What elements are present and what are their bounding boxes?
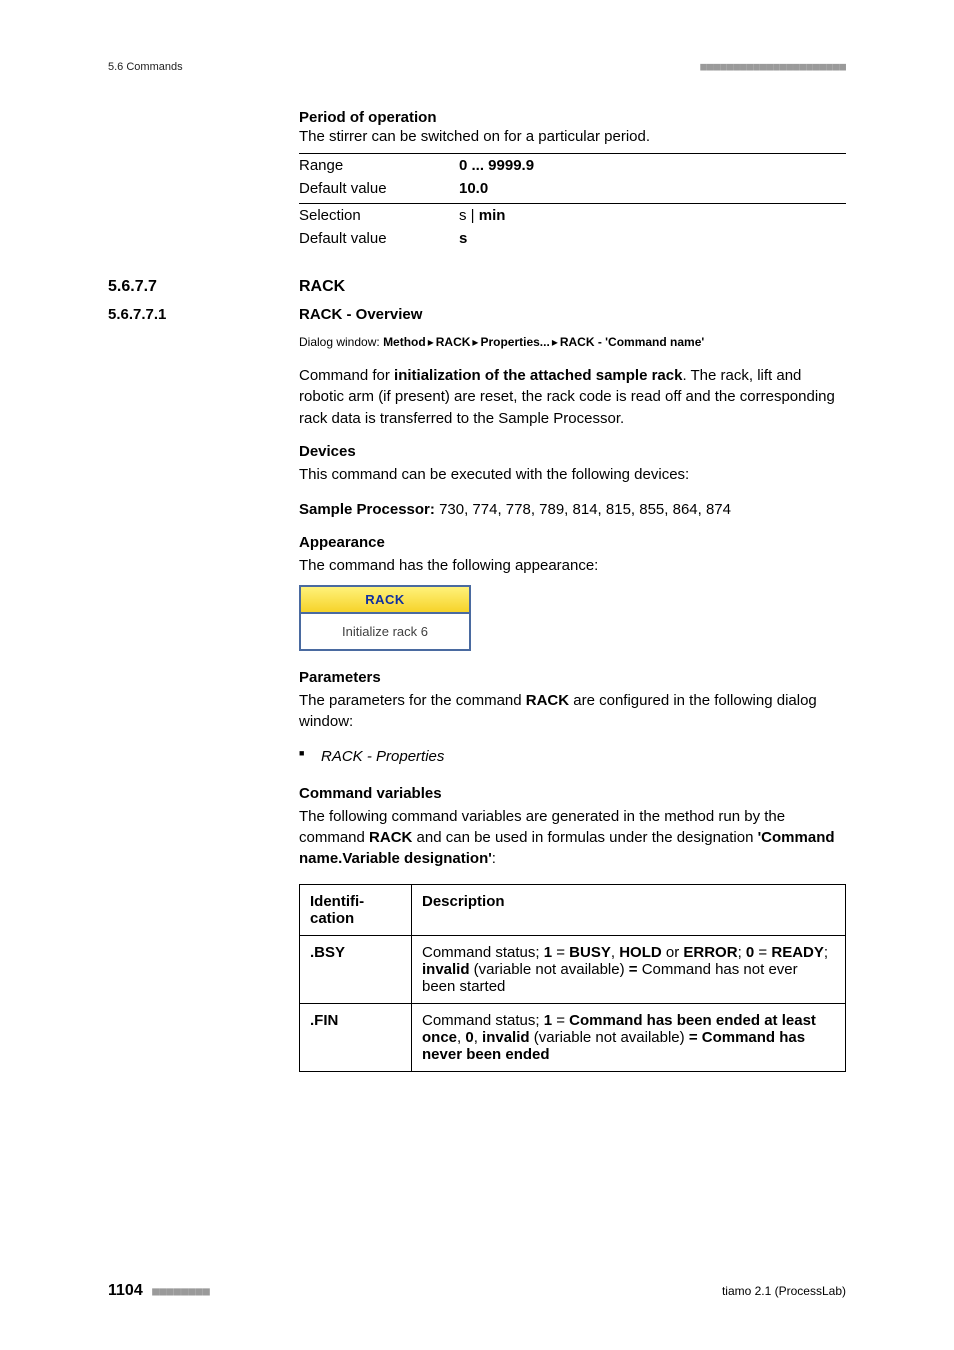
kv-value: 10.0 (459, 177, 846, 204)
kv-key: Default value (299, 177, 459, 204)
appearance-heading: Appearance (299, 534, 846, 551)
page-root: 5.6 Commands ■■■■■■■■■■■■■■■■■■■■■■ Peri… (0, 0, 954, 1350)
param-kv-table: Range 0 ... 9999.9 Default value 10.0 Se… (299, 153, 846, 250)
parameters-list-item: RACK - Properties (299, 746, 846, 769)
section-title: RACK (299, 278, 345, 296)
breadcrumb-separator-icon: ▸ (470, 335, 480, 349)
running-footer: 1104 ■■■■■■■■ tiamo 2.1 (ProcessLab) (108, 1282, 846, 1300)
footer-product-label: tiamo 2.1 (ProcessLab) (722, 1284, 846, 1298)
period-of-operation-block: Period of operation The stirrer can be s… (299, 109, 846, 250)
devices-label: Sample Processor: (299, 501, 435, 518)
devices-heading: Devices (299, 443, 846, 460)
running-header: 5.6 Commands ■■■■■■■■■■■■■■■■■■■■■■ (108, 60, 846, 73)
table-row: .FIN Command status; 1 = Command has bee… (300, 1003, 846, 1071)
appearance-paragraph: The command has the following appearance… (299, 555, 846, 576)
table-row: .BSY Command status; 1 = BUSY, HOLD or E… (300, 935, 846, 1003)
command-box-title: RACK (301, 587, 469, 614)
devices-paragraph: This command can be executed with the fo… (299, 464, 846, 485)
section-number: 5.6.7.7 (108, 278, 299, 296)
section-heading-rack-overview: 5.6.7.7.1 RACK - Overview (108, 306, 846, 323)
param-title: Period of operation (299, 109, 846, 126)
command-box-body: Initialize rack 6 (301, 614, 469, 649)
page-number: 1104 (108, 1282, 143, 1299)
dialog-window-path: Dialog window: Method▸RACK▸Properties...… (299, 333, 846, 351)
section-number: 5.6.7.7.1 (108, 306, 299, 323)
text-fragment: The parameters for the command (299, 692, 526, 709)
text-fragment: and can be used in formulas under the de… (412, 829, 757, 846)
kv-value: 0 ... 9999.9 (459, 154, 846, 178)
text-bold-fragment: initialization of the attached sample ra… (394, 367, 682, 384)
kv-value: s (459, 227, 846, 250)
section-body: Dialog window: Method▸RACK▸Properties...… (299, 333, 846, 1072)
param-description: The stirrer can be switched on for a par… (299, 128, 846, 145)
footer-decoration-bars: ■■■■■■■■ (152, 1284, 210, 1298)
parameters-paragraph: The parameters for the command RACK are … (299, 690, 846, 733)
table-header-description: Description (412, 884, 846, 935)
dialog-window-label: Dialog window: (299, 335, 380, 349)
kv-value-mixed: s | min (459, 207, 505, 224)
table-header-identification: Identifi-cation (300, 884, 412, 935)
command-variables-paragraph: The following command variables are gene… (299, 806, 846, 870)
devices-values: 730, 774, 778, 789, 814, 815, 855, 864, … (435, 501, 731, 518)
parameters-heading: Parameters (299, 669, 846, 686)
var-identifier: .BSY (300, 935, 412, 1003)
command-appearance-box: RACK Initialize rack 6 (299, 585, 471, 651)
section-heading-rack: 5.6.7.7 RACK (108, 278, 846, 296)
dialog-path-segment: RACK - 'Command name' (560, 335, 704, 349)
th-text: Identifi-cation (310, 893, 364, 927)
dialog-path-segment: Properties... (480, 335, 549, 349)
overview-paragraph: Command for initialization of the attach… (299, 365, 846, 429)
dialog-path-segment: RACK (436, 335, 471, 349)
text-fragment: : (492, 850, 496, 867)
breadcrumb-separator-icon: ▸ (550, 335, 560, 349)
devices-list-paragraph: Sample Processor: 730, 774, 778, 789, 81… (299, 499, 846, 520)
breadcrumb-separator-icon: ▸ (426, 335, 436, 349)
dialog-path-segment: Method (383, 335, 426, 349)
var-identifier: .FIN (300, 1003, 412, 1071)
footer-left: 1104 ■■■■■■■■ (108, 1282, 210, 1300)
header-decoration-bars: ■■■■■■■■■■■■■■■■■■■■■■ (700, 60, 846, 73)
section-title: RACK - Overview (299, 306, 422, 323)
text-bold-fragment: RACK (526, 692, 569, 709)
var-description: Command status; 1 = BUSY, HOLD or ERROR;… (412, 935, 846, 1003)
text-fragment: Command for (299, 367, 394, 384)
header-section-label: 5.6 Commands (108, 61, 183, 73)
text-bold-fragment: RACK (369, 829, 412, 846)
kv-value: s | min (459, 204, 846, 228)
kv-key: Default value (299, 227, 459, 250)
var-description: Command status; 1 = Command has been end… (412, 1003, 846, 1071)
kv-key: Selection (299, 204, 459, 228)
command-variables-heading: Command variables (299, 785, 846, 802)
command-variables-table: Identifi-cation Description .BSY Command… (299, 884, 846, 1072)
parameters-list: RACK - Properties (299, 746, 846, 769)
kv-key: Range (299, 154, 459, 178)
